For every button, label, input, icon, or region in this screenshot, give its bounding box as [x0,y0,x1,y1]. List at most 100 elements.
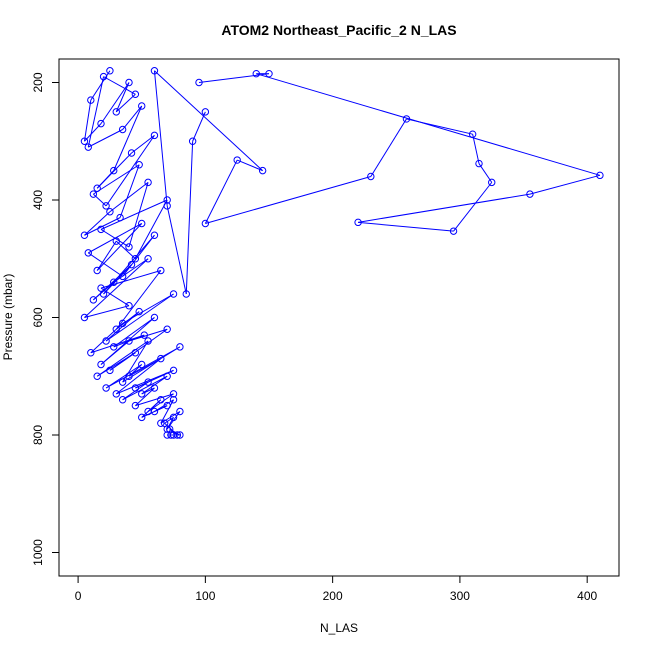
data-point [131,384,140,392]
series-line-segment [115,93,136,113]
data-point [80,313,89,322]
series-line-segment [472,134,480,164]
series-line-segment [113,105,143,171]
data-point [150,313,159,322]
data-point [138,413,146,422]
series-line-segment [83,100,92,142]
data-point [138,390,146,398]
data-point [102,384,110,392]
data-point [87,349,95,357]
series-line-segment [122,105,143,130]
data-point [138,102,146,110]
data-point [140,331,148,339]
series-line-segment [115,240,136,260]
data-point [169,413,178,422]
series-line-segment [205,176,371,224]
data-point [596,171,604,180]
data-point [468,130,477,138]
data-point [131,255,140,263]
data-point [449,227,458,235]
data-point [80,231,89,239]
y-tick-label: 1000 [31,539,45,566]
y-tick-label: 200 [31,72,45,92]
data-point [169,366,178,375]
data-point [169,390,178,398]
series-line-segment [204,159,238,224]
data-point [80,137,89,145]
series-line-segment [100,270,161,289]
series-line-segment [105,293,174,342]
data-point [265,69,273,78]
data-point [93,266,101,275]
series-line-segment [128,358,162,377]
series-line-segment [128,182,149,248]
data-point [169,431,178,439]
data-point [163,372,171,380]
data-point [195,78,203,87]
chart-title: ATOM2 Northeast_Pacific_2 N_LAS [221,22,456,38]
series-line-segment [122,340,149,383]
data-point [176,343,184,351]
y-tick-label: 400 [31,190,45,210]
data-point [163,401,171,410]
y-tick-label: 600 [31,307,45,327]
data-point [125,243,133,251]
series-line-segment [192,111,206,142]
data-point [157,266,165,275]
series-line-segment [141,387,155,395]
data-point [354,218,362,227]
series-line-segment [236,159,263,172]
data-point [150,384,159,392]
data-point [150,407,159,416]
x-tick-label: 300 [450,589,470,603]
series-line-segment [96,240,117,271]
series-line-segment [134,199,168,259]
data-point [110,343,118,351]
data-point [138,219,146,228]
data-point [118,272,127,281]
data-point [163,325,171,333]
data-point [106,208,114,216]
data-point [131,90,140,98]
series-line-segment [93,193,107,207]
series-line-segment [256,73,601,176]
data-point [157,354,165,363]
series-line-segment [406,118,473,135]
data-point [163,202,171,210]
series-line-segment [113,258,149,283]
series-line-segment [453,182,493,232]
data-point [167,431,175,439]
plot-frame [58,58,620,577]
x-tick-label: 200 [323,589,343,603]
series-line-segment [160,399,174,424]
series-line-segment [87,252,123,277]
data-point [150,67,159,75]
data-point [188,137,197,145]
data-point [131,401,140,410]
data-point [135,161,143,169]
series-line-segment [100,340,130,365]
series-line-segment [122,293,174,324]
series-line-segment [370,118,407,177]
data-point [402,115,411,123]
data-point [169,290,178,298]
series-line-segment [128,328,168,342]
series-line-segment [103,76,136,95]
data-point [182,290,190,298]
data-point [118,378,127,386]
series-line-segment [109,181,149,213]
data-point [97,360,105,369]
data-point [118,319,127,328]
series-line-segment [153,70,168,206]
data-point [125,372,133,380]
series-line-segment [122,375,168,401]
data-point [97,225,105,234]
series-line-segment [185,141,194,295]
series-line-segment [135,393,174,407]
data-point [87,96,95,104]
data-point [110,278,118,286]
data-point [488,178,496,187]
data-point [157,419,165,427]
y-axis-label: Pressure (mbar) [1,274,15,361]
data-point [118,396,127,404]
